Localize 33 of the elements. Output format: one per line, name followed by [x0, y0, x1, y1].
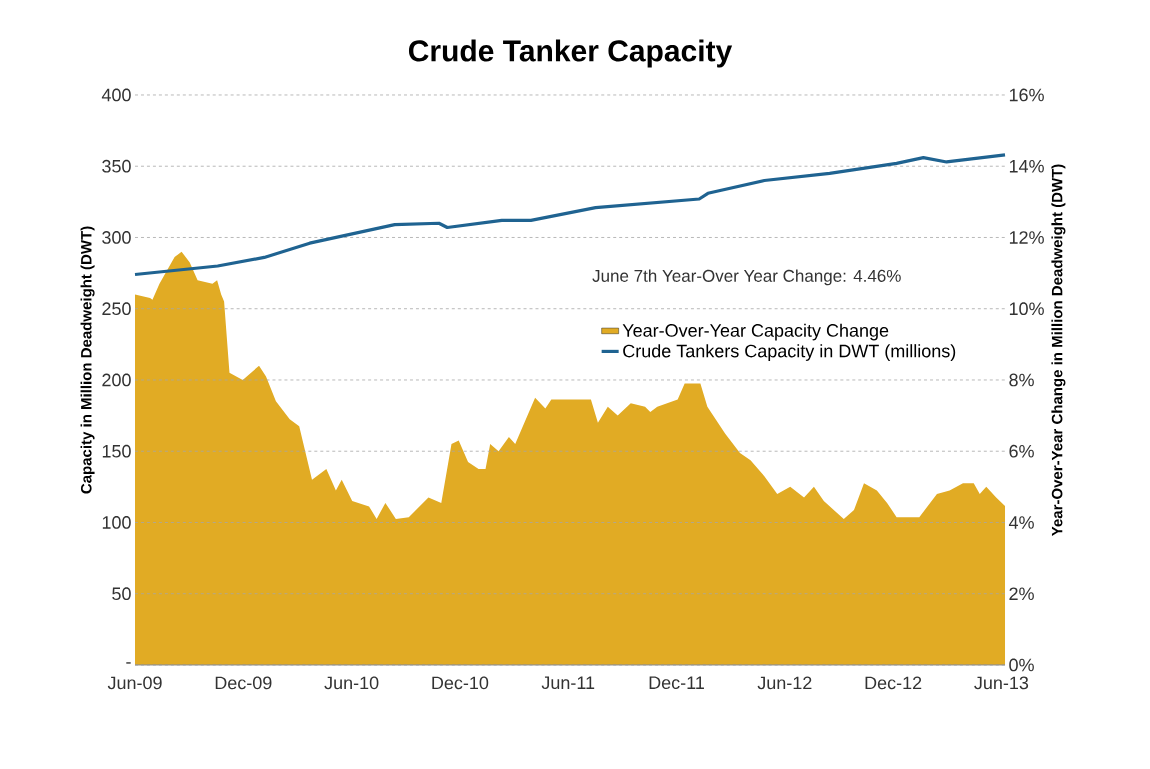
y2-tick-label: 8% [1009, 373, 1034, 387]
y2-tick-label: 4% [1008, 516, 1034, 529]
x-tick-label: Jun-13 [974, 676, 1029, 690]
x-tick-label: Dec-09 [215, 676, 272, 690]
y-tick-label: 300 [102, 231, 131, 244]
y-tick-label: 150 [102, 444, 131, 458]
legend-label: Crude Tankers Capacity in DWT (millions) [623, 344, 956, 361]
x-tick-label: Dec-10 [432, 676, 489, 690]
y-tick-label: 350 [102, 159, 131, 173]
x-tick-label: Dec-12 [865, 676, 922, 690]
y2-tick-label: 2% [1009, 587, 1034, 601]
y2-tick-label: 6% [1009, 444, 1034, 458]
y-tick-label: 400 [101, 88, 131, 102]
y2-tick-label: 12% [1009, 231, 1044, 244]
legend-label: Year-Over-Year Capacity Change [622, 323, 889, 341]
y-tick-label: 50 [112, 587, 131, 601]
y2-axis-title: Year-Over-Year Change in Million Deadweight (DWT) [1051, 164, 1066, 537]
y-tick-label: 100 [102, 516, 131, 529]
y2-tick-label: 0% [1009, 658, 1034, 672]
x-tick-label: Jun-10 [324, 676, 379, 690]
y-axis-title: Capacity in Million Deadweight (DWT) [80, 226, 95, 494]
x-tick-label: Jun-11 [541, 676, 595, 690]
y2-tick-label: 14% [1009, 159, 1044, 173]
annotation: June 7th Year-Over Year Change: 4.46% [592, 269, 901, 286]
y-tick-label: 250 [102, 302, 131, 316]
y-tick-label: 200 [102, 373, 131, 387]
y-tick-label: - [126, 662, 131, 664]
chart-title: Crude Tanker Capacity [408, 39, 733, 68]
x-tick-label: Jun-09 [107, 676, 162, 690]
x-tick-label: Dec-11 [649, 676, 704, 690]
y2-tick-label: 16% [1009, 88, 1044, 102]
x-tick-label: Jun-12 [757, 676, 812, 690]
y2-tick-label: 10% [1009, 302, 1044, 316]
